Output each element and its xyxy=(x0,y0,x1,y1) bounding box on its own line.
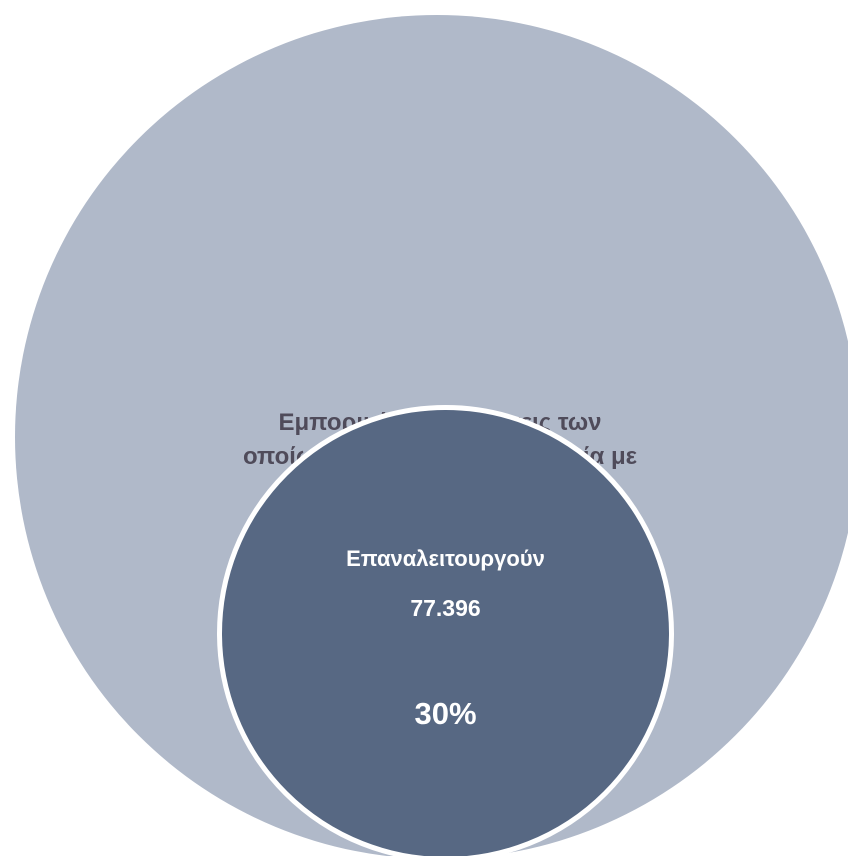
inner-circle xyxy=(217,405,674,856)
inner-circle-value: 77.396 xyxy=(410,595,481,621)
inner-circle-title: Επαναλειτουργούν xyxy=(346,546,545,571)
inner-circle-percent: 30% xyxy=(414,696,477,731)
